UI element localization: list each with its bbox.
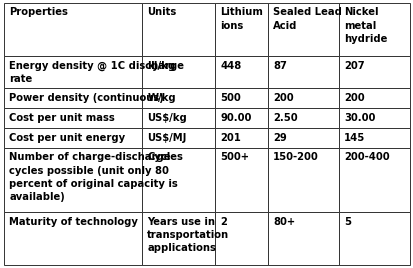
Text: 80+: 80+ — [273, 217, 294, 227]
Bar — [338, 148, 409, 212]
Bar — [215, 3, 267, 56]
Text: kJ/kg: kJ/kg — [147, 61, 175, 71]
Bar — [142, 88, 215, 108]
Text: 448: 448 — [220, 61, 241, 71]
Text: Cost per unit mass: Cost per unit mass — [9, 113, 115, 123]
Bar — [4, 3, 142, 56]
Text: 500: 500 — [220, 93, 240, 103]
Text: 201: 201 — [220, 133, 241, 143]
Text: US$/MJ: US$/MJ — [147, 133, 186, 143]
Bar — [215, 128, 267, 148]
Text: 30.00: 30.00 — [343, 113, 375, 123]
Bar — [338, 56, 409, 88]
Text: Lithium
ions: Lithium ions — [220, 8, 263, 31]
Bar — [142, 212, 215, 265]
Bar — [267, 108, 338, 128]
Bar — [215, 108, 267, 128]
Bar — [215, 56, 267, 88]
Bar — [4, 212, 142, 265]
Text: Nickel
metal
hydride: Nickel metal hydride — [343, 8, 387, 44]
Bar — [215, 148, 267, 212]
Bar — [4, 148, 142, 212]
Bar — [142, 3, 215, 56]
Text: Sealed Lead
Acid: Sealed Lead Acid — [273, 8, 341, 31]
Text: Properties: Properties — [9, 8, 68, 17]
Text: 90.00: 90.00 — [220, 113, 251, 123]
Bar — [215, 88, 267, 108]
Text: 29: 29 — [273, 133, 286, 143]
Text: Cost per unit energy: Cost per unit energy — [9, 133, 125, 143]
Bar — [267, 56, 338, 88]
Text: Years use in
transportation
applications: Years use in transportation applications — [147, 217, 229, 253]
Text: Energy density @ 1C discharge
rate: Energy density @ 1C discharge rate — [9, 61, 184, 84]
Bar — [267, 3, 338, 56]
Text: Maturity of technology: Maturity of technology — [9, 217, 138, 227]
Bar — [267, 148, 338, 212]
Text: 5: 5 — [343, 217, 350, 227]
Bar — [142, 128, 215, 148]
Bar — [142, 56, 215, 88]
Text: 200: 200 — [273, 93, 293, 103]
Bar — [338, 212, 409, 265]
Bar — [142, 108, 215, 128]
Text: 2: 2 — [220, 217, 227, 227]
Text: 200-400: 200-400 — [343, 152, 389, 162]
Bar — [4, 128, 142, 148]
Text: 2.50: 2.50 — [273, 113, 297, 123]
Bar — [215, 212, 267, 265]
Bar — [142, 148, 215, 212]
Text: 150-200: 150-200 — [273, 152, 318, 162]
Text: 207: 207 — [343, 61, 364, 71]
Text: Units: Units — [147, 8, 176, 17]
Text: 500+: 500+ — [220, 152, 249, 162]
Bar — [338, 88, 409, 108]
Text: 145: 145 — [343, 133, 365, 143]
Bar — [4, 88, 142, 108]
Text: 87: 87 — [273, 61, 286, 71]
Text: 200: 200 — [343, 93, 364, 103]
Text: Number of charge-discharge
cycles possible (unit only 80
percent of original cap: Number of charge-discharge cycles possib… — [9, 152, 178, 202]
Bar — [4, 108, 142, 128]
Text: W/kg: W/kg — [147, 93, 176, 103]
Bar — [338, 3, 409, 56]
Bar — [267, 212, 338, 265]
Bar — [267, 128, 338, 148]
Bar — [4, 56, 142, 88]
Text: Cycles: Cycles — [147, 152, 183, 162]
Bar — [338, 108, 409, 128]
Bar — [267, 88, 338, 108]
Text: Power density (continuous): Power density (continuous) — [9, 93, 164, 103]
Text: US$/kg: US$/kg — [147, 113, 187, 123]
Bar — [338, 128, 409, 148]
